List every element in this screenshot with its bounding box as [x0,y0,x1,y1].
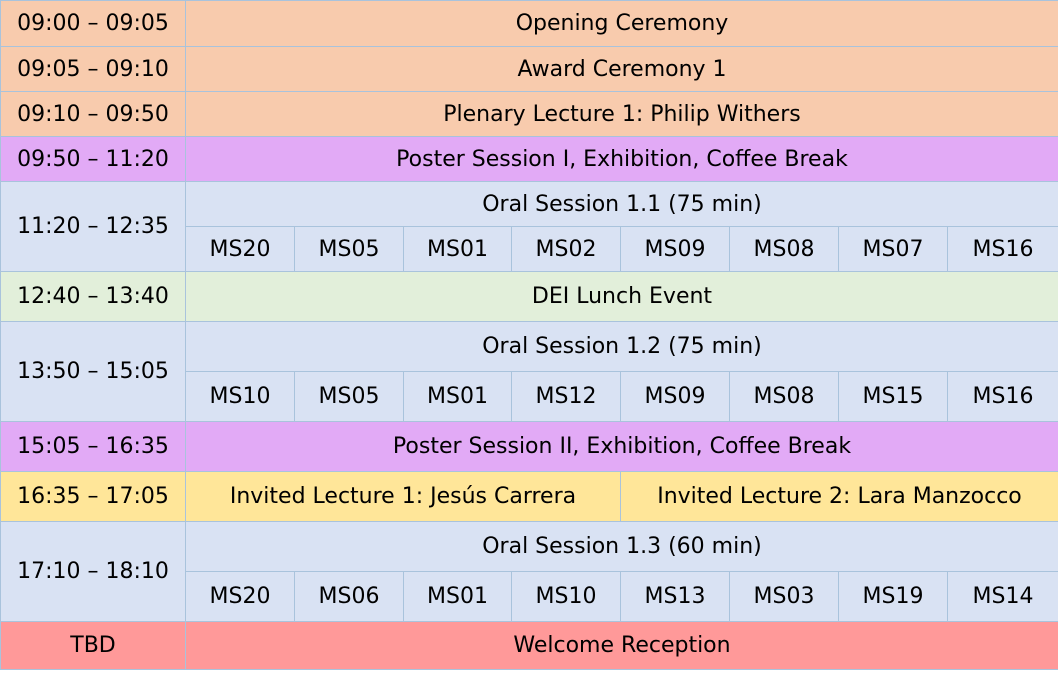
time-cell: 09:10 – 09:50 [0,91,186,137]
event-cell: Plenary Lecture 1: Philip Withers [185,91,1058,137]
event-cell: Welcome Reception [185,621,1058,670]
schedule-row: 11:20 – 12:35 Oral Session 1.1 (75 min) [0,181,1058,272]
track-cell: MS01 [403,571,512,622]
track-cell: MS20 [185,226,295,272]
time-cell: 09:50 – 11:20 [0,136,186,182]
schedule-row: 12:40 – 13:40 DEI Lunch Event [0,271,1058,322]
track-cell: MS10 [511,571,621,622]
time-cell: 16:35 – 17:05 [0,471,186,522]
invited-lecture-cell: Invited Lecture 1: Jesús Carrera [185,471,621,522]
track-cell: MS01 [403,226,512,272]
session-track-row: MS20 MS06 MS01 MS10 MS13 MS03 MS19 MS14 [1,571,1058,622]
schedule-row: 17:10 – 18:10 Oral Session 1.3 (60 min) [0,521,1058,622]
event-cell: DEI Lunch Event [185,271,1058,322]
time-cell: 13:50 – 15:05 [0,321,186,422]
track-cell: MS08 [729,371,839,422]
schedule-row: 15:05 – 16:35 Poster Session II, Exhibit… [0,421,1058,472]
track-cell: MS12 [511,371,621,422]
time-cell: 15:05 – 16:35 [0,421,186,472]
track-cell: MS14 [947,571,1058,622]
track-cell: MS16 [947,371,1058,422]
time-cell: TBD [0,621,186,670]
schedule-table: 09:00 – 09:05 Opening Ceremony 09:05 – 0… [0,0,1058,670]
session-title-cell: Oral Session 1.1 (75 min) [185,181,1058,227]
schedule-row: TBD Welcome Reception [0,621,1058,670]
time-cell: 09:00 – 09:05 [0,0,186,47]
schedule-row: 16:35 – 17:05 Invited Lecture 1: Jesús C… [0,471,1058,522]
track-cell: MS06 [294,571,404,622]
track-cell: MS05 [294,226,404,272]
schedule-row: 09:10 – 09:50 Plenary Lecture 1: Philip … [0,91,1058,137]
track-cell: MS01 [403,371,512,422]
track-cell: MS05 [294,371,404,422]
event-cell: Poster Session II, Exhibition, Coffee Br… [185,421,1058,472]
session-title-cell: Oral Session 1.2 (75 min) [185,321,1058,372]
track-cell: MS16 [947,226,1058,272]
track-cell: MS15 [838,371,948,422]
track-cell: MS03 [729,571,839,622]
event-cell: Poster Session I, Exhibition, Coffee Bre… [185,136,1058,182]
track-cell: MS20 [185,571,295,622]
track-cell: MS19 [838,571,948,622]
track-cell: MS10 [185,371,295,422]
session-title-cell: Oral Session 1.3 (60 min) [185,521,1058,572]
time-cell: 09:05 – 09:10 [0,46,186,92]
track-cell: MS13 [620,571,730,622]
schedule-row: 09:05 – 09:10 Award Ceremony 1 [0,46,1058,92]
track-cell: MS07 [838,226,948,272]
invited-lecture-cell: Invited Lecture 2: Lara Manzocco [620,471,1058,522]
track-cell: MS08 [729,226,839,272]
time-cell: 12:40 – 13:40 [0,271,186,322]
schedule-row: 09:00 – 09:05 Opening Ceremony [0,0,1058,47]
track-cell: MS09 [620,226,730,272]
session-track-row: MS20 MS05 MS01 MS02 MS09 MS08 MS07 MS16 [1,226,1058,272]
event-cell: Opening Ceremony [185,0,1058,47]
schedule-row: 13:50 – 15:05 Oral Session 1.2 (75 min) [0,321,1058,422]
event-cell: Award Ceremony 1 [185,46,1058,92]
time-cell: 11:20 – 12:35 [0,181,186,272]
schedule-row: 09:50 – 11:20 Poster Session I, Exhibiti… [0,136,1058,182]
track-cell: MS09 [620,371,730,422]
track-cell: MS02 [511,226,621,272]
time-cell: 17:10 – 18:10 [0,521,186,622]
